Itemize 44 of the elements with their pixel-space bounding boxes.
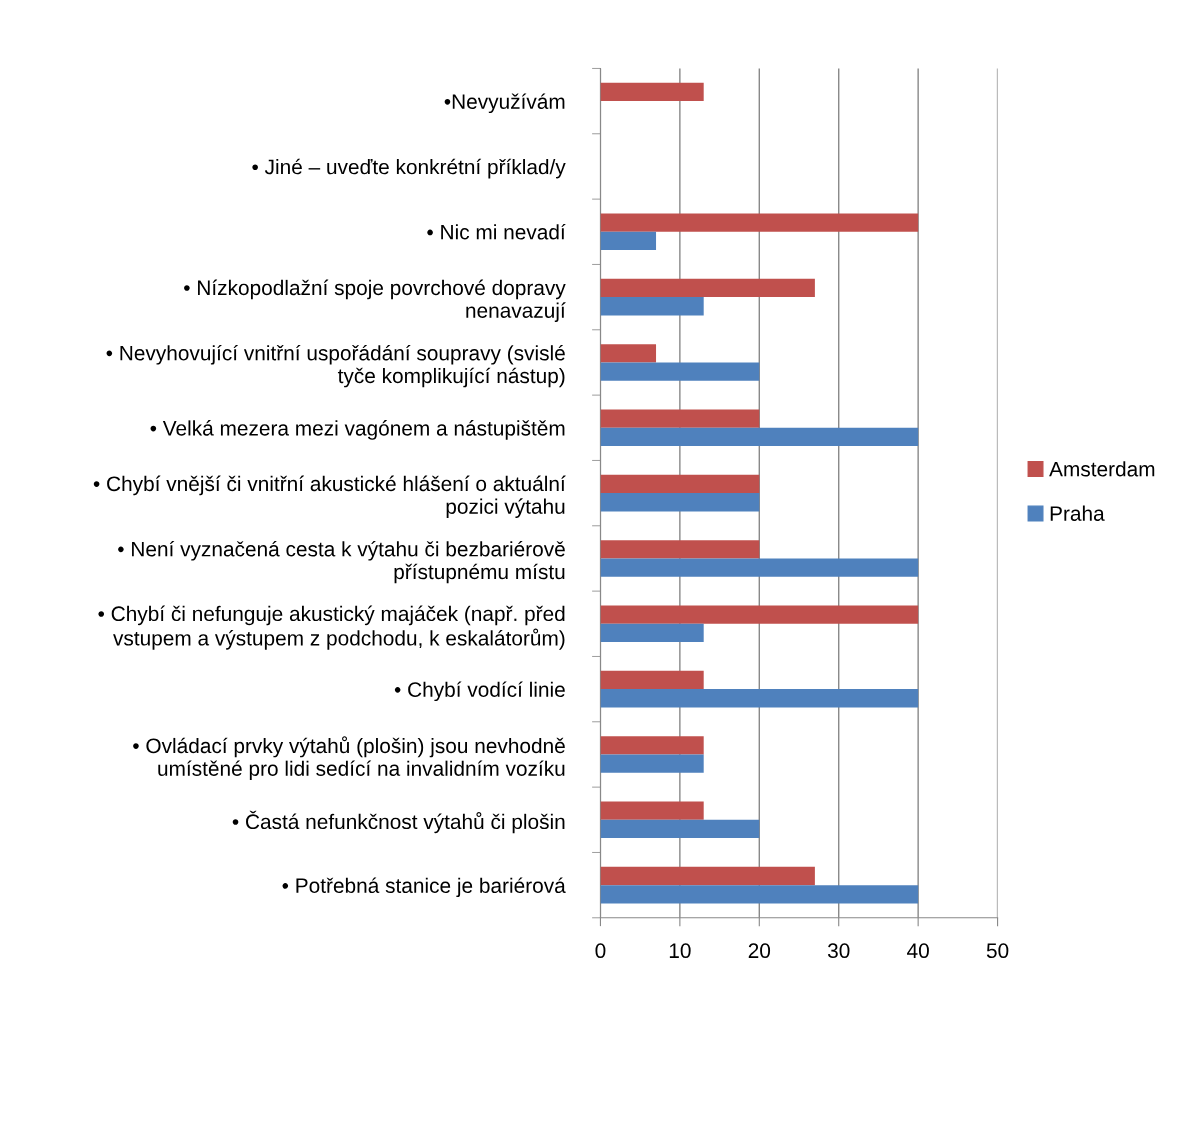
y-tick-label: • Chybí či nefunguje akustický majáček (např. před vstupem a výstupem z podchodu, k eskalátorům) (98, 605, 565, 650)
y-tick-label: • Nízkopodlažní spoje povrchové dopravy nenavazují (184, 279, 566, 323)
bar (600, 297, 704, 316)
y-tick-label: • Jiné – uveďte konkrétní příklad/y (252, 158, 566, 179)
bar (600, 670, 704, 690)
y-tick-label: • Častá nefunkčnost výtahů či plošin (232, 810, 565, 834)
bar (600, 801, 704, 820)
bar (600, 754, 704, 773)
bar (600, 558, 919, 577)
bar (600, 409, 760, 428)
bar (600, 540, 760, 559)
y-tick-label: • Nic mi nevadí (427, 223, 566, 240)
bar (600, 82, 704, 102)
y-tick-label: • Potřebná stanice je bariérová (282, 877, 566, 898)
legend-label: Praha (1050, 505, 1105, 521)
bar (600, 493, 760, 512)
x-tick-label: 0 (595, 943, 606, 959)
bar (600, 689, 919, 708)
y-tick-label: • Velká mezera mezi vagónem a nástupištěm (150, 420, 565, 440)
y-tick-label: • Nevyhovující vnitřní uspořádání soupravy (svislé tyče komplikující nástup) (106, 344, 565, 388)
bar (600, 362, 760, 381)
bar (600, 231, 657, 251)
bar (600, 605, 919, 624)
bar (600, 819, 760, 839)
y-tick-label: • Chybí vodící linie (394, 681, 565, 702)
y-tick-label: • Ovládací prvky výtahů (plošin) jsou nevhodně umístěné pro lidi sedící na invalidním vozíku (133, 736, 565, 781)
x-tick-label: 20 (748, 943, 771, 959)
x-tick-label: 10 (669, 943, 691, 959)
x-tick-label: 50 (986, 943, 1009, 959)
bar (600, 866, 815, 886)
x-tick-label: 40 (907, 943, 929, 959)
bar (600, 474, 760, 494)
bar (600, 623, 704, 643)
bar (600, 278, 815, 298)
bar (600, 213, 919, 232)
y-tick-label: •Nevyužívám (444, 93, 565, 114)
bar (600, 736, 704, 755)
y-tick-label: • Není vyznačená cesta k výtahu či bezbariérově přístupnému místu (118, 540, 565, 584)
bar (600, 427, 919, 447)
bar (600, 344, 657, 363)
x-tick-label: 30 (827, 943, 850, 959)
bar (600, 885, 919, 904)
y-tick-label: • Chybí vnější či vnitřní akustické hlášení o aktuální pozici výtahu (93, 475, 566, 519)
legend-label: Amsterdam (1049, 461, 1155, 477)
